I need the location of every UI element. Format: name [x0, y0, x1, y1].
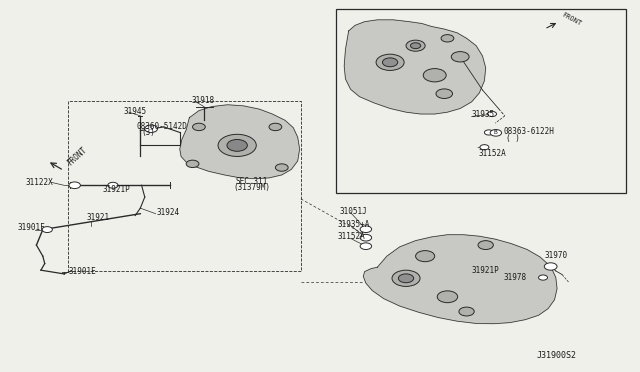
Text: 31122X: 31122X: [26, 178, 53, 187]
Text: FRONT: FRONT: [65, 145, 88, 167]
Text: 31152A: 31152A: [478, 149, 506, 158]
Text: B: B: [494, 130, 498, 135]
Text: 31978: 31978: [504, 273, 527, 282]
Circle shape: [69, 182, 81, 189]
Circle shape: [193, 123, 205, 131]
Circle shape: [410, 43, 420, 49]
Circle shape: [478, 241, 493, 250]
Circle shape: [423, 68, 446, 82]
Bar: [336, 9, 626, 193]
Circle shape: [451, 52, 469, 62]
Text: 31935: 31935: [472, 110, 495, 119]
Text: 31935+A: 31935+A: [338, 219, 370, 228]
Text: S: S: [150, 126, 153, 131]
Text: J31900S2: J31900S2: [537, 350, 577, 360]
Text: 31970: 31970: [544, 251, 568, 260]
Circle shape: [441, 35, 454, 42]
Circle shape: [398, 274, 413, 283]
Text: 31945: 31945: [124, 106, 147, 116]
Text: 31924: 31924: [156, 208, 179, 217]
Text: (31379M): (31379M): [234, 183, 270, 192]
Text: (3): (3): [141, 128, 156, 137]
Text: 31152A: 31152A: [338, 232, 365, 241]
Text: 08363-6122H: 08363-6122H: [504, 127, 554, 136]
Circle shape: [544, 263, 557, 270]
Text: 31051J: 31051J: [339, 206, 367, 216]
Circle shape: [360, 243, 372, 250]
Circle shape: [437, 291, 458, 303]
Polygon shape: [344, 20, 486, 114]
Circle shape: [186, 160, 199, 167]
Circle shape: [539, 275, 547, 280]
Circle shape: [484, 130, 493, 135]
Circle shape: [415, 251, 435, 262]
Circle shape: [218, 134, 256, 157]
Circle shape: [145, 125, 157, 132]
Text: SEC.311: SEC.311: [236, 177, 268, 186]
Circle shape: [406, 40, 425, 51]
Text: 31921P: 31921P: [472, 266, 499, 275]
Text: FRONT: FRONT: [561, 12, 582, 27]
Bar: [68, 101, 301, 271]
Circle shape: [459, 307, 474, 316]
Circle shape: [383, 58, 397, 67]
Circle shape: [360, 234, 372, 241]
Circle shape: [392, 270, 420, 286]
Circle shape: [490, 129, 502, 136]
Text: ( ): ( ): [506, 134, 520, 143]
Text: 31921P: 31921P: [102, 185, 130, 194]
Circle shape: [376, 54, 404, 70]
Circle shape: [269, 123, 282, 131]
Circle shape: [275, 164, 288, 171]
Circle shape: [480, 145, 489, 150]
Text: 31901F: 31901F: [17, 223, 45, 232]
Polygon shape: [180, 105, 300, 179]
Polygon shape: [364, 235, 557, 324]
Circle shape: [488, 112, 497, 116]
Circle shape: [227, 140, 247, 151]
Circle shape: [360, 226, 372, 232]
Circle shape: [436, 89, 452, 99]
Circle shape: [108, 182, 118, 188]
Circle shape: [42, 227, 52, 232]
Text: 31921: 31921: [86, 213, 109, 222]
Text: 31901E: 31901E: [68, 267, 96, 276]
Text: 31918: 31918: [191, 96, 214, 105]
Text: 08360-5142D: 08360-5142D: [136, 122, 188, 131]
